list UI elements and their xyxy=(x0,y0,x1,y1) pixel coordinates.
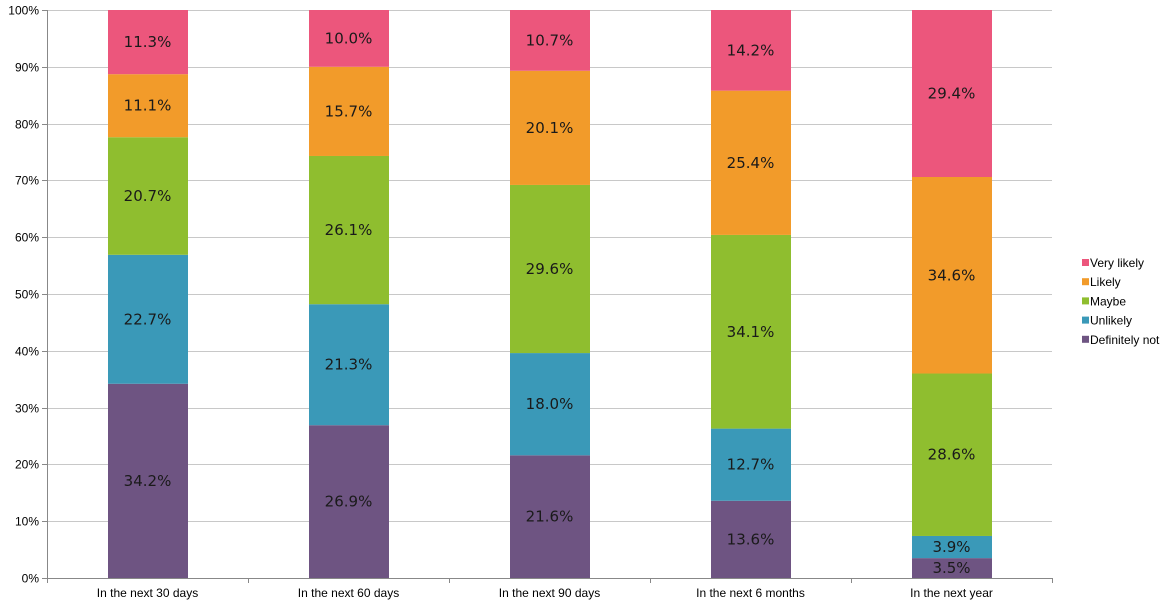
bar-segment-maybe xyxy=(108,137,188,255)
data-label: 26.9% xyxy=(325,493,373,511)
legend-swatch xyxy=(1082,278,1089,286)
bar-segment-likely xyxy=(510,70,590,185)
x-tick-label: In the next 6 months xyxy=(696,586,805,600)
data-label: 3.5% xyxy=(932,559,970,577)
legend: Very likely Likely Maybe Unlikely Definitely… xyxy=(1082,256,1160,347)
legend-swatch xyxy=(1082,316,1089,324)
data-label: 11.1% xyxy=(124,97,172,115)
y-axis-tick-labels: 0% 10% 20% 30% 40% 50% 60% 70% 80% 90% 100% xyxy=(8,4,39,586)
data-label: 12.7% xyxy=(727,456,775,474)
bar-segment-unlikely xyxy=(108,254,188,384)
y-tick-label: 80% xyxy=(15,118,39,132)
data-label: 29.4% xyxy=(928,84,976,102)
data-label: 26.1% xyxy=(325,221,373,239)
bar-segment-likely xyxy=(108,74,188,138)
y-tick-label: 30% xyxy=(15,402,39,416)
data-label: 11.3% xyxy=(124,33,172,51)
bar-segment-definitely-not xyxy=(912,558,992,578)
bar-segment-very-likely xyxy=(711,10,791,91)
bar-segment-likely xyxy=(711,90,791,235)
bar-segment-unlikely xyxy=(510,353,590,456)
x-tick-label: In the next year xyxy=(910,586,993,600)
data-label: 3.9% xyxy=(932,538,970,556)
bar-segment-unlikely xyxy=(309,304,389,426)
y-tick-label: 90% xyxy=(15,61,39,75)
x-tick-label: In the next 60 days xyxy=(298,586,399,600)
y-tick-label: 100% xyxy=(8,4,39,18)
data-label: 34.2% xyxy=(124,472,172,490)
bar-segment-likely xyxy=(309,66,389,156)
legend-swatch xyxy=(1082,297,1089,305)
legend-label: Unlikely xyxy=(1090,314,1132,328)
bar-segment-very-likely xyxy=(309,10,389,67)
bar-segment-definitely-not xyxy=(711,500,791,578)
bar-segment-likely xyxy=(912,176,992,374)
bar-segment-very-likely xyxy=(510,10,590,71)
bar-segment-definitely-not xyxy=(309,425,389,578)
data-label: 21.6% xyxy=(526,508,574,526)
y-tick-label: 50% xyxy=(15,288,39,302)
data-label: 18.0% xyxy=(526,395,574,413)
legend-label: Very likely xyxy=(1090,256,1144,270)
bar-segment-very-likely xyxy=(912,10,992,177)
y-tick-label: 10% xyxy=(15,515,39,529)
data-label: 20.7% xyxy=(124,187,172,205)
bar-segment-very-likely xyxy=(108,10,188,75)
data-label: 10.7% xyxy=(526,31,574,49)
bar-segment-maybe xyxy=(912,373,992,536)
legend-label: Maybe xyxy=(1090,294,1126,308)
data-label: 34.1% xyxy=(727,323,775,341)
data-label: 25.4% xyxy=(727,154,775,172)
x-axis-tick-labels: In the next 30 days In the next 60 days In… xyxy=(97,586,993,600)
x-tick-label: In the next 90 days xyxy=(499,586,600,600)
data-label: 20.1% xyxy=(526,119,574,137)
bar-segment-definitely-not xyxy=(510,455,590,578)
legend-label: Likely xyxy=(1090,275,1121,289)
bar-segment-unlikely xyxy=(711,428,791,501)
legend-label: Definitely not xyxy=(1090,333,1160,347)
y-tick-label: 40% xyxy=(15,345,39,359)
data-label: 15.7% xyxy=(325,102,373,120)
legend-swatch xyxy=(1082,259,1089,266)
y-tick-label: 20% xyxy=(15,458,39,472)
data-labels: 34.2% 22.7% 20.7% 11.1% 11.3% 26.9% 21.3% 26.1%… xyxy=(124,29,976,577)
legend-swatch xyxy=(1082,335,1089,343)
y-tick-label: 60% xyxy=(15,231,39,245)
data-label: 34.6% xyxy=(928,266,976,284)
data-label: 21.3% xyxy=(325,356,373,374)
data-label: 14.2% xyxy=(727,41,775,59)
data-label: 13.6% xyxy=(727,530,775,548)
bars xyxy=(108,10,992,578)
bar-segment-maybe xyxy=(309,155,389,305)
bar-segment-maybe xyxy=(711,234,791,429)
data-label: 22.7% xyxy=(124,310,172,328)
data-label: 29.6% xyxy=(526,260,574,278)
data-label: 10.0% xyxy=(325,29,373,47)
data-label: 28.6% xyxy=(928,446,976,464)
y-tick-label: 70% xyxy=(15,174,39,188)
bar-segment-unlikely xyxy=(912,535,992,559)
axes xyxy=(42,10,1053,583)
y-tick-label: 0% xyxy=(22,572,40,586)
bar-segment-definitely-not xyxy=(108,383,188,578)
bar-segment-maybe xyxy=(510,184,590,354)
x-tick-label: In the next 30 days xyxy=(97,586,198,600)
